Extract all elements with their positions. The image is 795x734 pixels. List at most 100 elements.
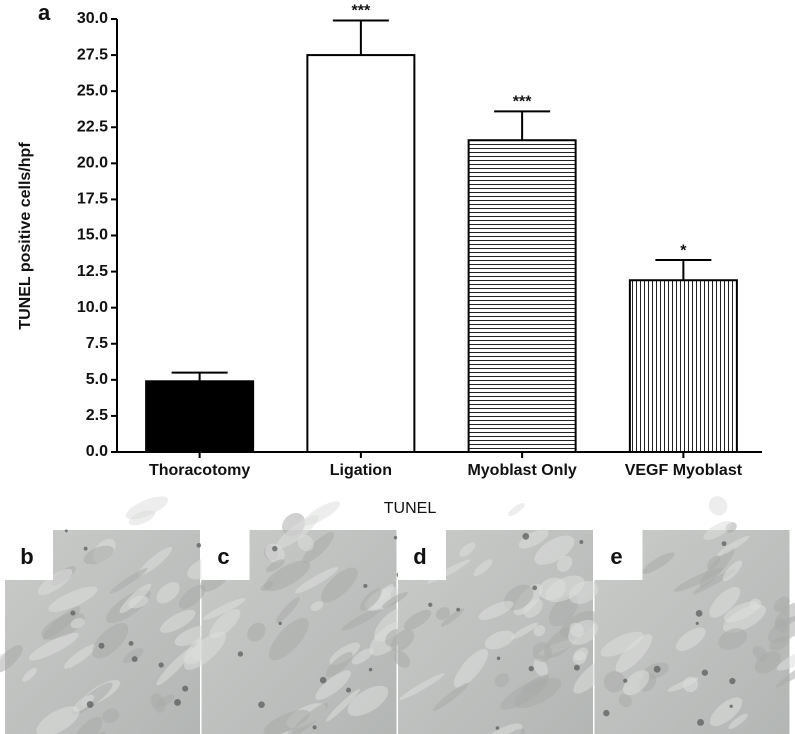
- nucleus: [456, 607, 461, 612]
- y-tick-label: 7.5: [86, 335, 108, 352]
- texture: [775, 658, 795, 688]
- y-tick-label: 17.5: [77, 191, 108, 208]
- texture: [22, 667, 37, 682]
- nucleus: [64, 529, 68, 533]
- y-tick-label: 20.0: [77, 155, 108, 172]
- texture: [453, 648, 489, 688]
- nucleus: [495, 726, 500, 730]
- texture: [341, 608, 382, 631]
- significance: ***: [513, 94, 532, 111]
- texture: [263, 709, 310, 734]
- texture: [722, 560, 743, 582]
- significance: *: [680, 242, 687, 259]
- texture: [667, 677, 699, 692]
- texture: [476, 723, 523, 734]
- x-tick-label: Myoblast Only: [467, 462, 576, 479]
- texture: [0, 645, 23, 673]
- texture: [484, 630, 515, 650]
- texture: [518, 529, 549, 549]
- texture: [0, 653, 4, 666]
- nucleus: [528, 665, 534, 672]
- texture: [315, 670, 351, 700]
- texture: [603, 671, 626, 693]
- y-tick-label: 2.5: [86, 407, 108, 424]
- y-tick-label: 15.0: [77, 227, 108, 244]
- texture: [351, 648, 374, 665]
- texture: [723, 604, 767, 633]
- nucleus: [86, 700, 94, 708]
- texture: [302, 532, 335, 564]
- nucleus: [131, 656, 138, 663]
- texture: [36, 706, 80, 734]
- texture: [381, 592, 408, 609]
- micrographs: b c d e: [0, 496, 795, 734]
- texture: [707, 555, 721, 570]
- texture: [310, 601, 324, 612]
- texture: [156, 582, 180, 604]
- texture: [109, 568, 148, 594]
- texture: [403, 609, 432, 631]
- texture: [125, 496, 169, 520]
- label-box: [201, 528, 250, 580]
- nucleus: [721, 541, 727, 547]
- texture: [675, 627, 706, 651]
- texture: [159, 609, 196, 633]
- texture: [64, 644, 96, 669]
- y-tick-label: 27.5: [77, 46, 108, 63]
- bar: [628, 279, 738, 454]
- texture: [709, 697, 743, 727]
- texture: [202, 598, 246, 620]
- texture: [728, 713, 748, 730]
- nucleus: [98, 642, 105, 649]
- texture: [556, 555, 573, 572]
- texture: [708, 496, 728, 516]
- label-box: [594, 528, 643, 580]
- nucleus: [697, 719, 705, 726]
- texture: [128, 595, 149, 609]
- texture: [264, 560, 311, 591]
- nucleus: [258, 701, 265, 708]
- texture: [572, 651, 587, 665]
- label-box: [398, 528, 446, 580]
- significance: ***: [352, 3, 371, 20]
- texture: [28, 632, 79, 661]
- texture: [568, 580, 599, 604]
- nucleus: [393, 535, 398, 540]
- texture: [325, 688, 361, 722]
- texture: [83, 545, 114, 565]
- texture: [718, 628, 747, 651]
- nucleus: [573, 664, 580, 671]
- texture: [510, 622, 538, 640]
- texture: [709, 586, 741, 618]
- panel-label: b: [20, 544, 33, 569]
- nucleus: [522, 533, 530, 540]
- texture: [600, 631, 644, 657]
- nucleus: [428, 602, 433, 607]
- texture: [178, 584, 206, 609]
- texture: [269, 617, 309, 661]
- texture: [209, 608, 241, 639]
- texture: [359, 588, 382, 611]
- y-tick-label: 25.0: [77, 82, 108, 99]
- x-tick-label: Ligation: [330, 462, 392, 479]
- texture: [156, 694, 175, 707]
- y-tick-label: 12.5: [77, 263, 108, 280]
- panel-caption: TUNEL: [384, 500, 437, 517]
- nucleus: [158, 662, 164, 668]
- nucleus: [272, 545, 278, 552]
- texture: [533, 658, 548, 677]
- texture: [432, 682, 469, 712]
- nucleus: [729, 677, 736, 685]
- texture: [184, 631, 227, 670]
- y-tick-label: 10.0: [77, 299, 108, 316]
- x-tick-label: Thoracotomy: [149, 462, 250, 479]
- nucleus: [701, 669, 709, 676]
- bar: [145, 380, 255, 454]
- texture: [276, 597, 300, 623]
- nucleus: [653, 665, 661, 673]
- texture: [347, 685, 389, 717]
- texture: [325, 652, 353, 678]
- texture: [615, 633, 653, 673]
- texture: [122, 648, 144, 664]
